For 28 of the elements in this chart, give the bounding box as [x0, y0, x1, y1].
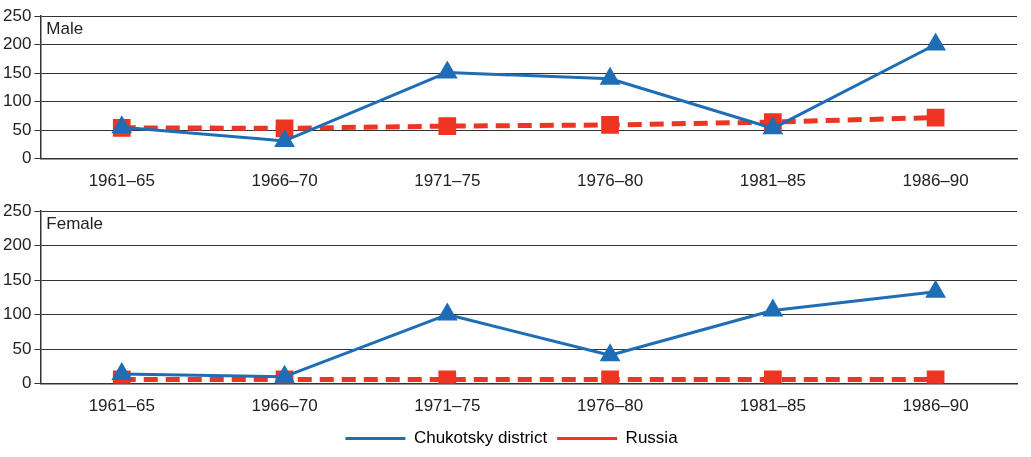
y-tick-label: 250	[2, 200, 32, 220]
x-tick-label: 1981–85	[739, 396, 806, 416]
x-tick-label: 1961–65	[88, 396, 155, 416]
x-tick-label: 1976–80	[576, 171, 644, 191]
chart-title: Female	[46, 214, 104, 234]
legend-label: Russia	[625, 428, 679, 448]
chart-title: Male	[46, 19, 84, 39]
x-tick-label: 1981–85	[739, 171, 806, 191]
x-tick-label: 1971–75	[414, 396, 481, 416]
x-tick-label: 1961–65	[88, 171, 155, 191]
y-tick-label: 0	[21, 373, 32, 393]
y-tick-label: 200	[2, 235, 32, 255]
y-tick-label: 0	[21, 148, 32, 168]
x-tick-label: 1966–70	[251, 396, 318, 416]
y-tick-label: 150	[2, 269, 32, 289]
x-tick-label: 1986–90	[902, 171, 969, 191]
x-tick-label: 1976–80	[576, 396, 644, 416]
y-tick-label: 200	[2, 34, 32, 54]
y-tick-label: 250	[2, 5, 32, 25]
y-tick-label: 50	[12, 119, 32, 139]
y-tick-label: 50	[12, 338, 32, 358]
y-tick-label: 100	[2, 304, 32, 324]
x-tick-label: 1966–70	[251, 171, 318, 191]
x-tick-label: 1971–75	[414, 171, 481, 191]
legend-label: Chukotsky district	[413, 428, 548, 448]
y-tick-label: 100	[2, 91, 32, 111]
y-tick-label: 150	[2, 62, 32, 82]
x-tick-label: 1986–90	[902, 396, 969, 416]
